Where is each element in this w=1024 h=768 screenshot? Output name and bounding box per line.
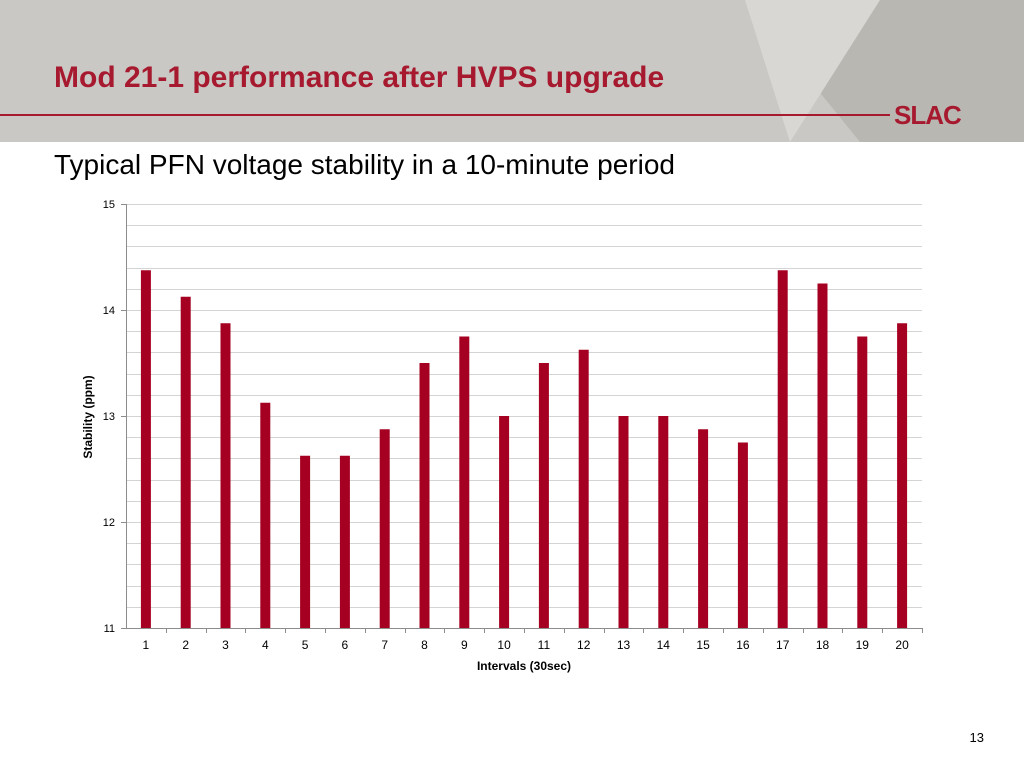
bar-interval-8 bbox=[419, 363, 430, 628]
bar-interval-18 bbox=[817, 283, 828, 628]
title-rule bbox=[0, 114, 890, 116]
x-tick-label: 20 bbox=[895, 638, 909, 652]
y-tick-labels: 11 12 13 14 15 bbox=[103, 199, 126, 635]
x-tick-label: 5 bbox=[302, 638, 309, 652]
x-tick-labels: 1 2 3 4 5 6 7 8 9 10 11 12 13 14 15 16 17 18 19 20 bbox=[143, 628, 923, 652]
page-number: 13 bbox=[969, 730, 984, 745]
x-tick-label: 7 bbox=[381, 638, 388, 652]
y-tick-label: 14 bbox=[103, 305, 115, 317]
y-tick-label: 15 bbox=[103, 199, 115, 211]
x-tick-label: 1 bbox=[143, 638, 150, 652]
y-tick-label: 12 bbox=[103, 517, 115, 529]
x-tick-label: 19 bbox=[856, 638, 870, 652]
bar-interval-7 bbox=[379, 429, 390, 628]
bar-interval-11 bbox=[538, 363, 549, 628]
bar-interval-6 bbox=[339, 455, 350, 628]
slide-subtitle: Typical PFN voltage stability in a 10-mi… bbox=[54, 149, 675, 180]
bar-interval-5 bbox=[300, 455, 311, 628]
bar-interval-10 bbox=[499, 416, 510, 628]
bar-interval-12 bbox=[578, 349, 589, 628]
bar-interval-20 bbox=[897, 323, 908, 628]
header-band bbox=[0, 0, 1024, 142]
bar-interval-16 bbox=[737, 442, 748, 628]
bar-interval-19 bbox=[857, 336, 868, 628]
y-tick-label: 13 bbox=[103, 411, 115, 423]
bars bbox=[140, 270, 908, 628]
bar-interval-1 bbox=[140, 270, 151, 628]
header-decoration bbox=[745, 0, 1024, 142]
x-axis-title: Intervals (30sec) bbox=[477, 659, 571, 673]
slide-title: Mod 21-1 performance after HVPS upgrade bbox=[54, 61, 665, 94]
bar-interval-3 bbox=[220, 323, 231, 628]
x-tick-label: 13 bbox=[617, 638, 631, 652]
x-tick-label: 11 bbox=[538, 638, 551, 652]
x-tick-label: 14 bbox=[657, 638, 671, 652]
x-tick-label: 6 bbox=[342, 638, 349, 652]
bar-interval-2 bbox=[180, 296, 191, 628]
x-tick-label: 3 bbox=[222, 638, 229, 652]
x-tick-label: 2 bbox=[182, 638, 189, 652]
x-tick-label: 15 bbox=[696, 638, 710, 652]
bar-interval-15 bbox=[698, 429, 709, 628]
x-tick-label: 9 bbox=[461, 638, 468, 652]
bar-interval-17 bbox=[777, 270, 788, 628]
x-tick-label: 17 bbox=[776, 638, 790, 652]
y-tick-label: 11 bbox=[104, 623, 115, 635]
x-tick-label: 10 bbox=[497, 638, 511, 652]
x-tick-label: 16 bbox=[736, 638, 750, 652]
x-tick-label: 12 bbox=[577, 638, 591, 652]
header-triangle-light bbox=[745, 0, 880, 142]
y-axis-title: Stability (ppm) bbox=[81, 375, 95, 458]
bar-interval-14 bbox=[658, 416, 669, 628]
x-tick-label: 18 bbox=[816, 638, 830, 652]
bar-interval-9 bbox=[459, 336, 470, 628]
gridlines bbox=[126, 204, 922, 608]
bar-interval-13 bbox=[618, 416, 629, 628]
bar-interval-4 bbox=[260, 402, 271, 628]
x-tick-label: 8 bbox=[421, 638, 428, 652]
slac-logo: SLAC bbox=[894, 100, 962, 130]
x-tick-label: 4 bbox=[262, 638, 269, 652]
